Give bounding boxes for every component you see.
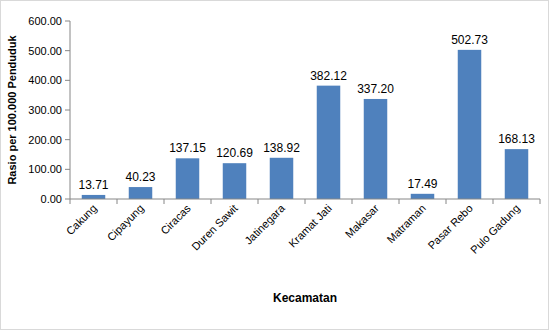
y-tick-label: 300.00 — [28, 104, 62, 116]
y-tick-label: 0.00 — [41, 193, 62, 205]
x-tick-separator — [446, 199, 447, 204]
bar — [129, 187, 153, 199]
data-label: 17.49 — [407, 177, 437, 191]
y-tick — [65, 139, 70, 140]
data-label: 137.15 — [169, 141, 206, 155]
y-axis — [70, 21, 71, 199]
bar — [458, 50, 482, 199]
y-tick — [65, 199, 70, 200]
bar — [270, 158, 294, 199]
bar — [411, 194, 435, 199]
y-tick — [65, 169, 70, 170]
bar — [364, 99, 388, 199]
x-tick-label: Kramat Jati — [286, 202, 334, 250]
x-tick-separator — [399, 199, 400, 204]
data-label: 337.20 — [357, 82, 394, 96]
data-label: 13.71 — [78, 178, 108, 192]
y-tick — [65, 50, 70, 51]
x-tick-separator — [352, 199, 353, 204]
x-tick-label: Duren Sawit — [189, 202, 240, 253]
data-label: 40.23 — [125, 170, 155, 184]
y-tick — [65, 21, 70, 22]
bar — [317, 86, 341, 199]
data-label: 120.69 — [216, 146, 253, 160]
y-axis-title: Rasio per 100.000 Penduduk — [6, 35, 18, 185]
bar — [82, 195, 106, 199]
data-label: 382.12 — [310, 69, 347, 83]
x-tick-separator — [117, 199, 118, 204]
data-label: 168.13 — [498, 132, 535, 146]
x-axis-title: Kecamatan — [273, 291, 337, 305]
y-tick-label: 500.00 — [28, 45, 62, 57]
y-tick — [65, 80, 70, 81]
x-tick-separator — [305, 199, 306, 204]
y-tick — [65, 110, 70, 111]
chart: 0.00 100.00 200.00 300.00 400.00 500.00 600.00… — [0, 0, 549, 330]
x-tick-label: Matraman — [384, 202, 428, 246]
data-label: 502.73 — [451, 33, 488, 47]
x-tick-label: Jatinegara — [242, 201, 287, 246]
data-label: 138.92 — [263, 141, 300, 155]
bar — [176, 158, 200, 199]
x-tick-label: Cakung — [64, 202, 99, 237]
y-tick-label: 100.00 — [28, 163, 62, 175]
x-tick-separator — [540, 199, 541, 204]
bar — [505, 149, 529, 199]
x-tick-label: Pulo Gadung — [468, 202, 522, 256]
y-tick-label: 600.00 — [28, 15, 62, 27]
x-tick-label: Pasar Rebo — [425, 202, 475, 252]
bars — [82, 50, 529, 199]
x-tick-label: Makasar — [343, 202, 382, 241]
y-tick-label: 400.00 — [28, 74, 62, 86]
bar — [223, 163, 247, 199]
x-tick-separator — [164, 199, 165, 204]
x-tick-separator — [70, 199, 71, 204]
chart-border — [1, 1, 549, 330]
x-tick-label: Ciracas — [158, 202, 193, 237]
x-tick-label: Cipayung — [105, 202, 146, 243]
y-tick-label: 200.00 — [28, 134, 62, 146]
x-tick-separator — [211, 199, 212, 204]
x-tick-separator — [493, 199, 494, 204]
x-tick-separator — [258, 199, 259, 204]
